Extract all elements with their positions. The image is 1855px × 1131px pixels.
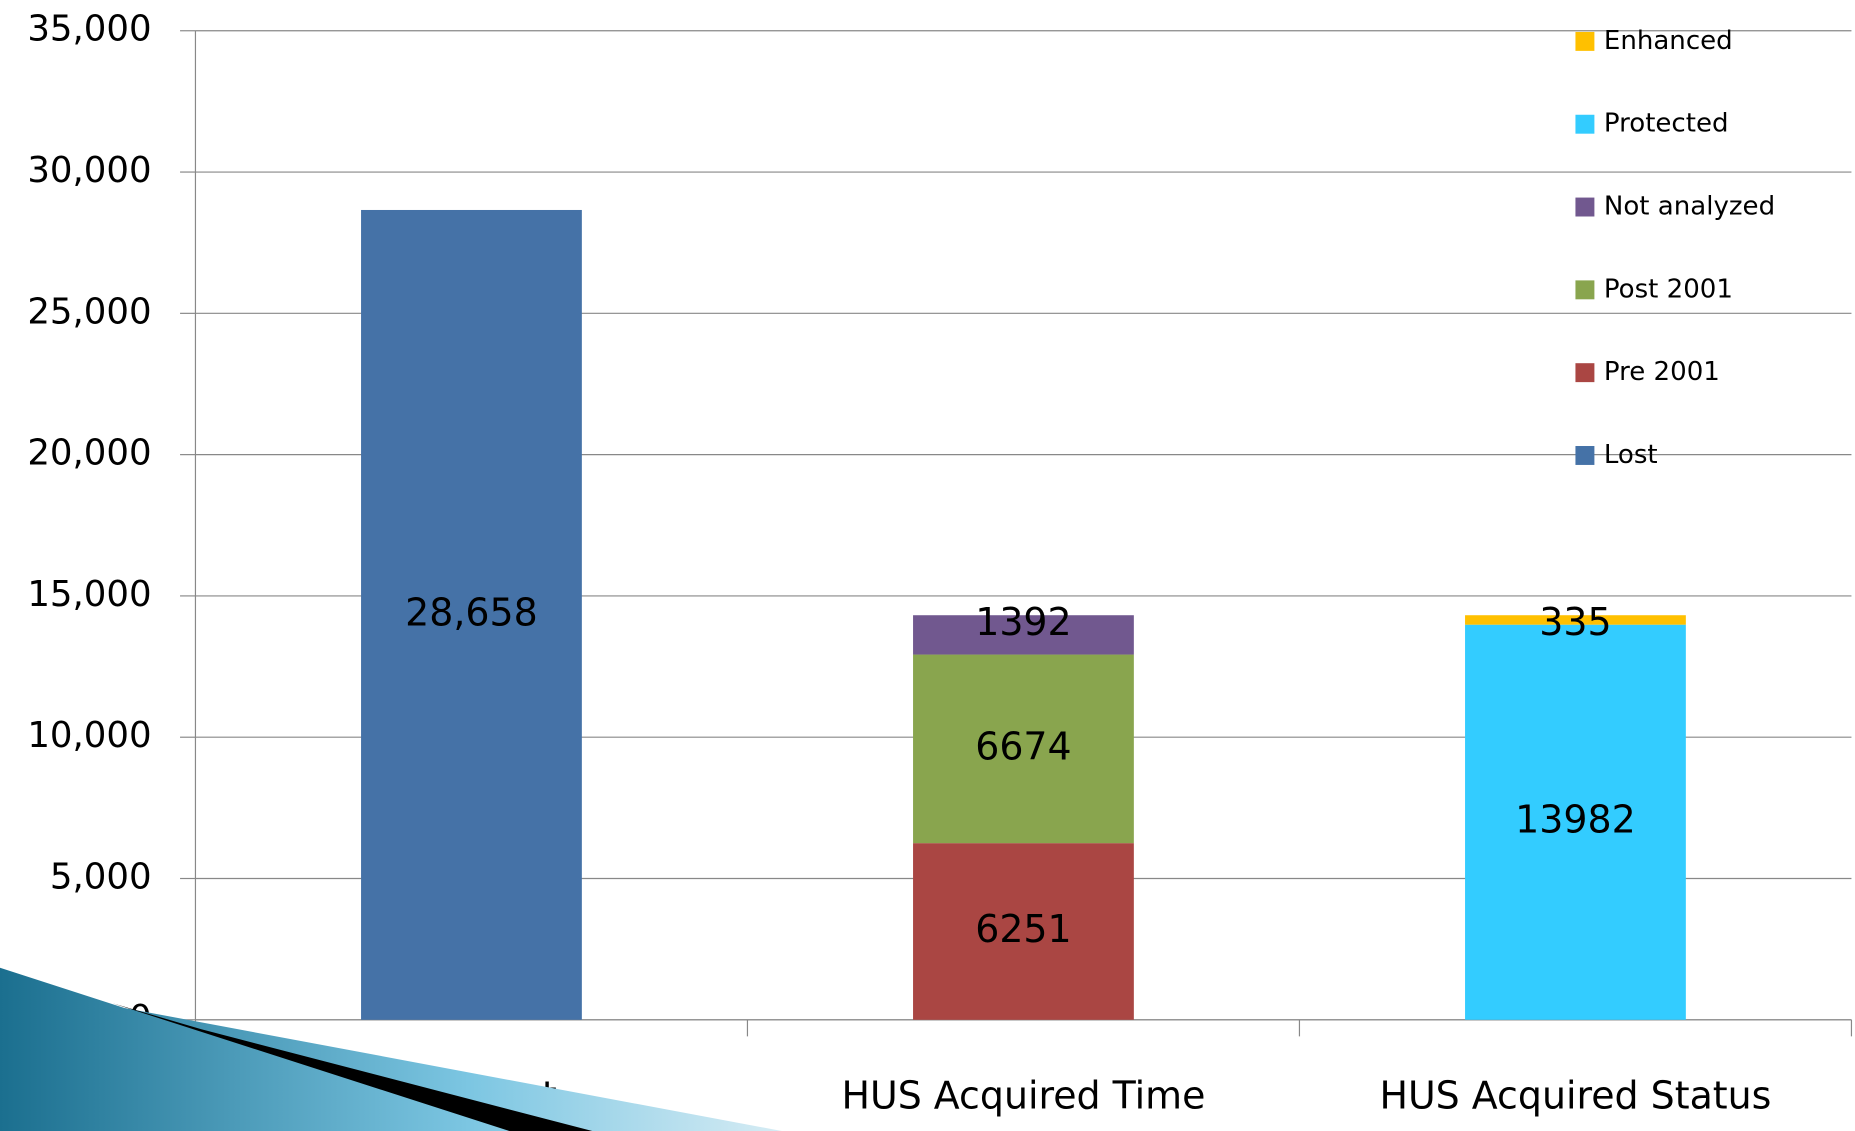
data-label: 6674 bbox=[975, 724, 1071, 768]
x-tick-label: HUS Acquired Status bbox=[1379, 1073, 1771, 1117]
legend-label: Post 2001 bbox=[1604, 274, 1733, 304]
legend-label: Lost bbox=[1604, 440, 1658, 470]
y-tick-label: 5,000 bbox=[50, 857, 152, 898]
legend-label: Pre 2001 bbox=[1604, 357, 1720, 387]
y-tick-label: 10,000 bbox=[27, 715, 151, 756]
legend-swatch bbox=[1575, 31, 1595, 51]
legend-swatch bbox=[1575, 446, 1595, 465]
bar-segment bbox=[913, 654, 1134, 844]
y-tick-label: 30,000 bbox=[27, 150, 151, 191]
data-label: 6251 bbox=[975, 907, 1071, 951]
x-tick-label: HUS Acquired Time bbox=[841, 1073, 1205, 1117]
bar-segment bbox=[913, 615, 1134, 655]
legend-swatch bbox=[1575, 114, 1595, 134]
legend-swatch bbox=[1575, 280, 1595, 300]
y-tick-label: 20,000 bbox=[27, 433, 151, 474]
data-label: 1392 bbox=[975, 600, 1071, 644]
plot-area: 05,00010,00015,00020,00025,00030,00035,0… bbox=[27, 9, 1853, 1117]
legend-swatch bbox=[1575, 363, 1595, 383]
y-tick-label: 15,000 bbox=[27, 574, 151, 615]
y-tick-label: 35,000 bbox=[27, 9, 151, 50]
bar-segment bbox=[1465, 615, 1686, 625]
data-label: 13982 bbox=[1515, 798, 1636, 842]
data-label: 28,658 bbox=[405, 590, 538, 634]
arrow-shape bbox=[0, 967, 782, 1131]
legend-label: Not analyzed bbox=[1604, 192, 1775, 222]
y-tick-label: 25,000 bbox=[27, 291, 151, 332]
legend-label: Protected bbox=[1604, 109, 1729, 139]
data-label: 335 bbox=[1539, 600, 1611, 644]
bar-segment bbox=[1465, 624, 1686, 1020]
bar-segment bbox=[361, 209, 582, 1020]
legend-swatch bbox=[1575, 197, 1595, 217]
bar-segment bbox=[913, 843, 1134, 1020]
legend-label: Enhanced bbox=[1604, 26, 1733, 56]
decoration bbox=[0, 967, 782, 1131]
